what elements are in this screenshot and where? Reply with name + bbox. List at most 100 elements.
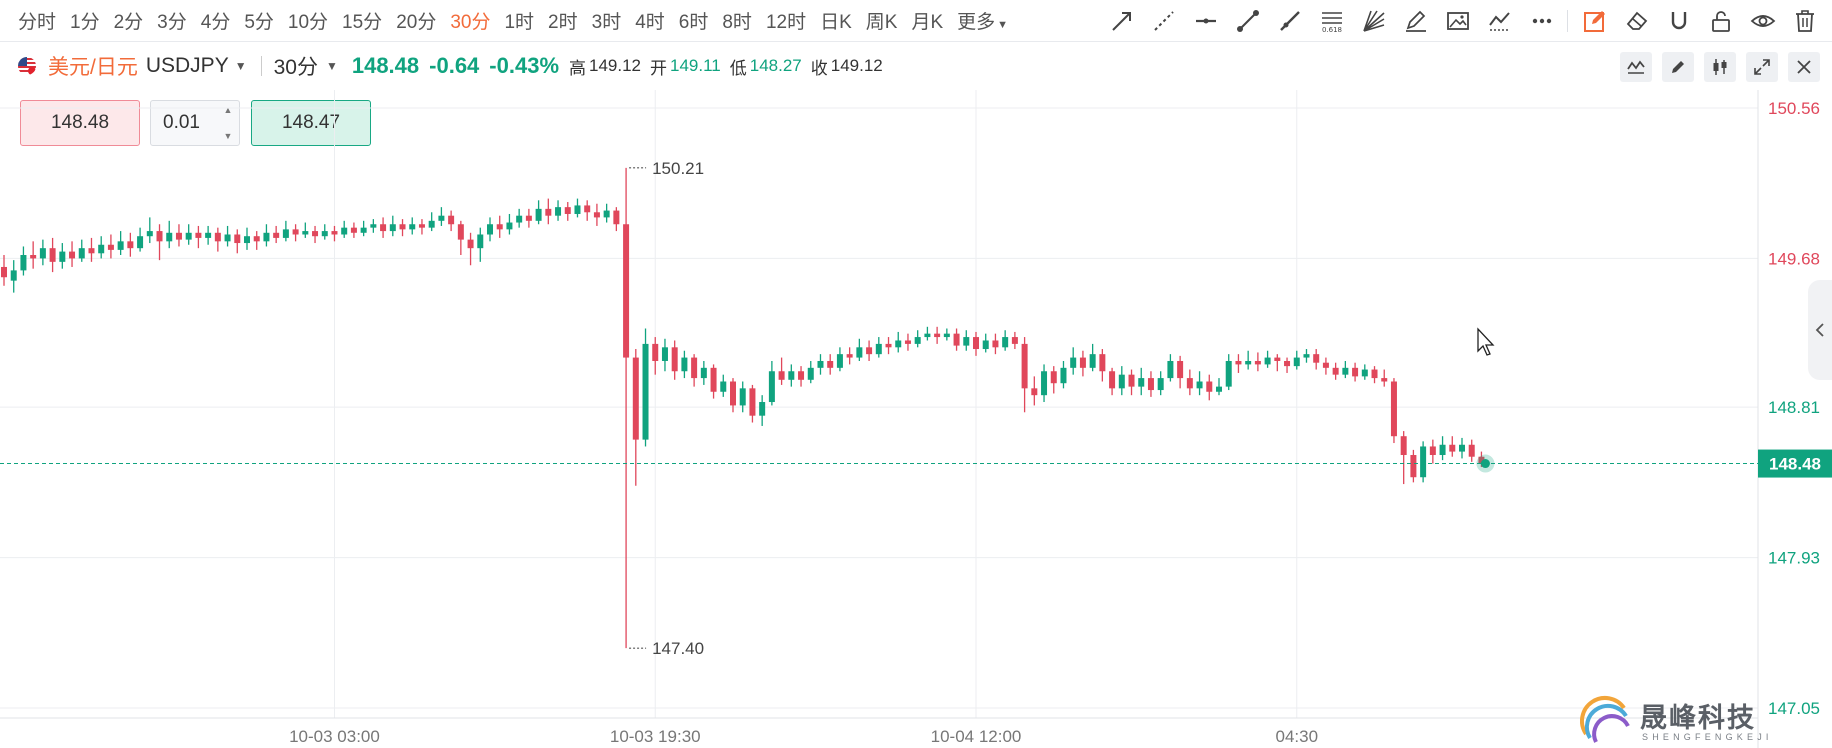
candle-body (263, 232, 270, 242)
side-panel-toggle[interactable] (1808, 280, 1832, 380)
dashed-line-tool-button[interactable] (1149, 6, 1179, 36)
candle-body (292, 229, 299, 235)
unlock-tool-button[interactable] (1706, 6, 1736, 36)
candle-body (866, 347, 873, 355)
quantity-input[interactable] (163, 112, 217, 134)
chevron-left-icon (1815, 323, 1824, 337)
candle-body (730, 381, 736, 406)
candle-style-button[interactable] (1704, 52, 1736, 82)
period-tab-5[interactable]: 5分 (244, 12, 274, 33)
draw-button[interactable] (1662, 52, 1694, 82)
candle-body (341, 227, 348, 235)
candle-body (836, 354, 843, 368)
trash-tool-button[interactable] (1790, 6, 1820, 36)
segment-icon (1237, 10, 1259, 32)
period-tab-20[interactable]: 更多 ▼ (957, 12, 1009, 33)
close-chart-button[interactable] (1788, 52, 1820, 82)
fibonacci-tool-button[interactable]: 0.618 (1317, 6, 1347, 36)
period-tab-17[interactable]: 日K (820, 12, 852, 33)
period-tab-18[interactable]: 周K (865, 12, 898, 33)
image-tool-button[interactable] (1443, 6, 1473, 36)
current-price-badge-text: 148.48 (1769, 455, 1821, 474)
candle-body (175, 232, 182, 240)
period-tab-15[interactable]: 8时 (722, 12, 752, 33)
candle-body (467, 239, 474, 249)
candle-body (438, 215, 445, 221)
period-tab-3[interactable]: 3分 (157, 12, 187, 33)
period-tab-11[interactable]: 2时 (548, 12, 578, 33)
candle-body (992, 340, 999, 348)
price-change-pct: -0.43% (489, 53, 560, 78)
candle-body (234, 234, 241, 244)
horizontal-line-tool-button[interactable] (1191, 6, 1221, 36)
candle-body (253, 236, 260, 242)
trend-tool-button[interactable] (1485, 6, 1515, 36)
period-tab-19[interactable]: 月K (911, 12, 944, 33)
candle-body (1361, 369, 1368, 377)
candle-body (1109, 371, 1116, 389)
candle-body (827, 360, 834, 368)
highlighter-tool-button[interactable] (1401, 6, 1431, 36)
period-tab-13[interactable]: 4时 (635, 12, 665, 33)
period-tab-8[interactable]: 20分 (396, 12, 437, 33)
high-value: 149.12 (589, 56, 642, 75)
candle-body (584, 205, 591, 213)
indicator-button[interactable] (1620, 52, 1652, 82)
timeframe-select[interactable]: 30分 (273, 56, 318, 79)
arrow-line-tool-button[interactable] (1107, 6, 1137, 36)
magnet-tool-button[interactable] (1664, 6, 1694, 36)
step-up-icon[interactable]: ▲ (223, 105, 233, 115)
symbol-name-cn[interactable]: 美元/日元 (48, 56, 138, 79)
candle-body (448, 215, 455, 225)
candle-body (564, 207, 571, 214)
candlestick-chart[interactable]: 150.56 149.68 148.81 147.93 147.05 10-03 03:0… (0, 90, 1832, 748)
candle-body (1002, 337, 1009, 348)
symbol-dropdown-icon[interactable]: ▼ (234, 59, 247, 73)
more-dropdown-icon: ▼ (997, 19, 1009, 31)
period-tab-16[interactable]: 12时 (765, 12, 807, 33)
candle-body (30, 255, 37, 259)
candle-body (525, 215, 532, 221)
unlock-icon (1712, 11, 1730, 32)
ray-tool-button[interactable] (1275, 6, 1305, 36)
candle-body (1264, 357, 1271, 365)
period-tab-0[interactable]: 分时 (18, 12, 57, 33)
period-tab-9[interactable]: 30分 (450, 12, 491, 33)
eye-tool-button[interactable] (1748, 6, 1778, 36)
period-tab-6[interactable]: 10分 (287, 12, 329, 33)
symbol-code[interactable]: USDJPY (145, 54, 229, 77)
more-dots-tool-button[interactable] (1527, 6, 1557, 36)
high-label: 高 (569, 58, 587, 78)
candle-body (817, 360, 824, 368)
period-tab-10[interactable]: 1时 (504, 12, 535, 33)
candle-body (749, 388, 756, 416)
step-down-icon[interactable]: ▼ (223, 131, 233, 141)
candle-body (973, 337, 979, 350)
eraser-tool-button[interactable] (1622, 6, 1652, 36)
candle-body (1206, 381, 1213, 392)
fan-tool-button[interactable] (1359, 6, 1389, 36)
period-tab-2[interactable]: 2分 (113, 12, 144, 33)
period-tab-12[interactable]: 3时 (591, 12, 622, 33)
segment-tool-button[interactable] (1233, 6, 1263, 36)
quantity-step-buttons[interactable]: ▲ ▼ (221, 105, 235, 141)
candle-body (1371, 369, 1378, 379)
period-tab-7[interactable]: 15分 (342, 12, 383, 33)
timeframe-dropdown-icon[interactable]: ▼ (325, 59, 338, 73)
fullscreen-button[interactable] (1746, 52, 1778, 82)
candle-body (768, 371, 775, 403)
edit-tool-button[interactable] (1580, 6, 1610, 36)
candle-body (166, 232, 173, 242)
live-pulse-dot (1480, 459, 1490, 469)
period-tab-4[interactable]: 4分 (200, 12, 231, 33)
candle-body (1079, 357, 1086, 368)
period-tab-1[interactable]: 1分 (70, 12, 100, 33)
candle-body (1196, 381, 1203, 389)
candle-body (681, 357, 688, 372)
dashed-line-icon (1154, 11, 1174, 31)
candle-body (1245, 360, 1252, 365)
period-tab-14[interactable]: 6时 (678, 12, 709, 33)
candle-body (1147, 378, 1154, 391)
close-label: 收 (810, 58, 828, 78)
candle-body (1468, 444, 1475, 457)
